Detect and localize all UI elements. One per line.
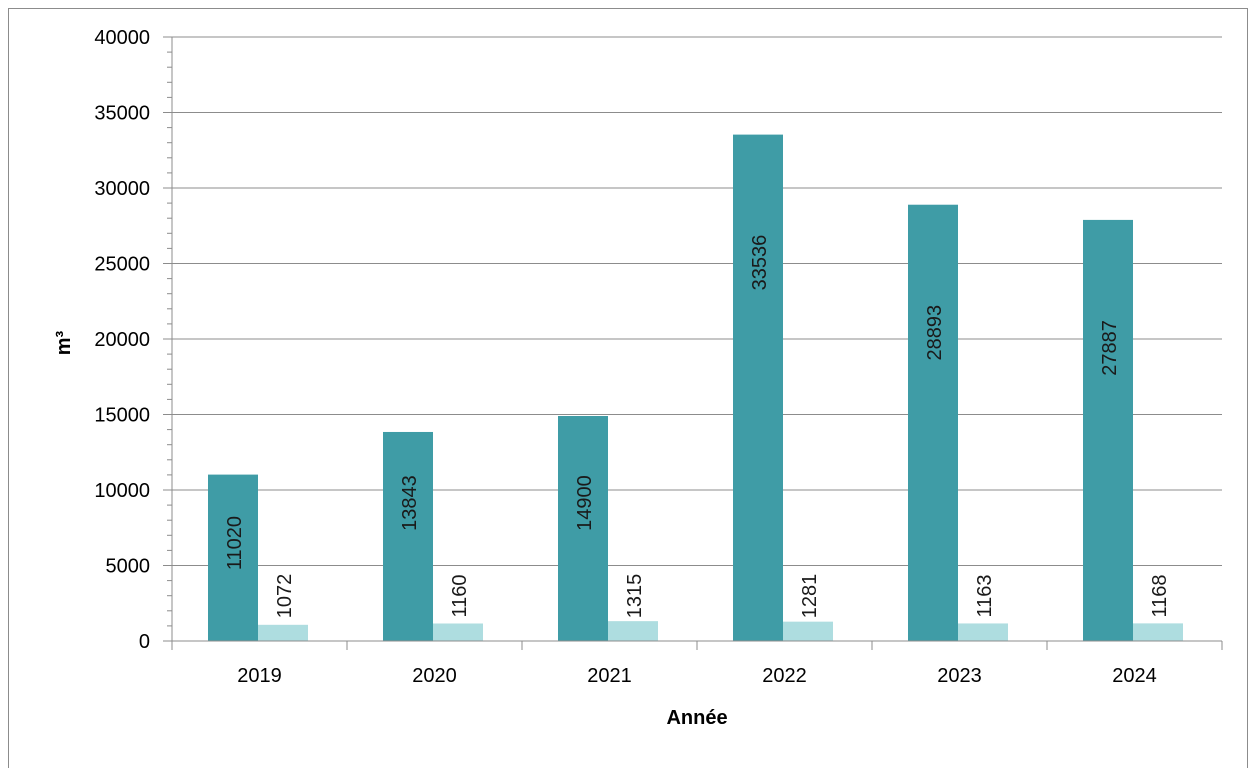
bar-data-label: 1160	[449, 574, 471, 617]
y-tick-label: 35000	[94, 103, 150, 125]
bar	[433, 623, 483, 641]
y-tick-label: 15000	[94, 405, 150, 427]
x-tick-label: 2024	[1112, 665, 1157, 687]
x-axis: 2019 2020 2021 2022 2023 2024	[172, 641, 1222, 687]
y-tick-label: 5000	[106, 556, 151, 578]
bar	[733, 135, 783, 641]
bar	[608, 621, 658, 641]
bar-data-label: 28893	[924, 305, 946, 361]
x-tick-label: 2023	[937, 665, 982, 687]
y-axis-ticks: 0 5000 10000 15000 20000 25000 30000 35000 40000	[94, 27, 172, 653]
x-tick-label: 2019	[237, 665, 282, 687]
y-axis-title: m³	[53, 330, 75, 355]
bar	[383, 432, 433, 641]
y-tick-label: 30000	[94, 178, 150, 200]
bar	[1083, 220, 1133, 641]
y-tick-label: 25000	[94, 254, 150, 276]
bar-data-label: 11020	[224, 516, 246, 570]
y-tick-label: 10000	[94, 480, 150, 502]
bar-data-label: 1072	[274, 574, 296, 619]
y-tick-label: 0	[139, 631, 150, 653]
bar-data-label: 1163	[974, 574, 996, 617]
bar-data-label: 13843	[399, 475, 421, 531]
x-tick-label: 2020	[412, 665, 457, 687]
bar-data-label: 1281	[799, 574, 821, 619]
bar	[958, 623, 1008, 641]
x-tick-label: 2021	[587, 665, 632, 687]
bar	[1133, 623, 1183, 641]
x-tick-label: 2022	[762, 665, 807, 687]
bar	[258, 625, 308, 641]
x-axis-title: Année	[666, 707, 727, 729]
bar	[908, 205, 958, 641]
gridlines	[163, 37, 1222, 566]
bar-data-label: 1315	[624, 574, 646, 619]
bar-data-label: 1168	[1149, 574, 1171, 617]
y-tick-label: 40000	[94, 27, 150, 49]
bar-data-label: 14900	[574, 475, 596, 531]
bar-data-label: 27887	[1099, 320, 1121, 376]
bar-data-label: 33536	[749, 235, 771, 291]
bar	[783, 622, 833, 641]
y-tick-label: 20000	[94, 329, 150, 351]
